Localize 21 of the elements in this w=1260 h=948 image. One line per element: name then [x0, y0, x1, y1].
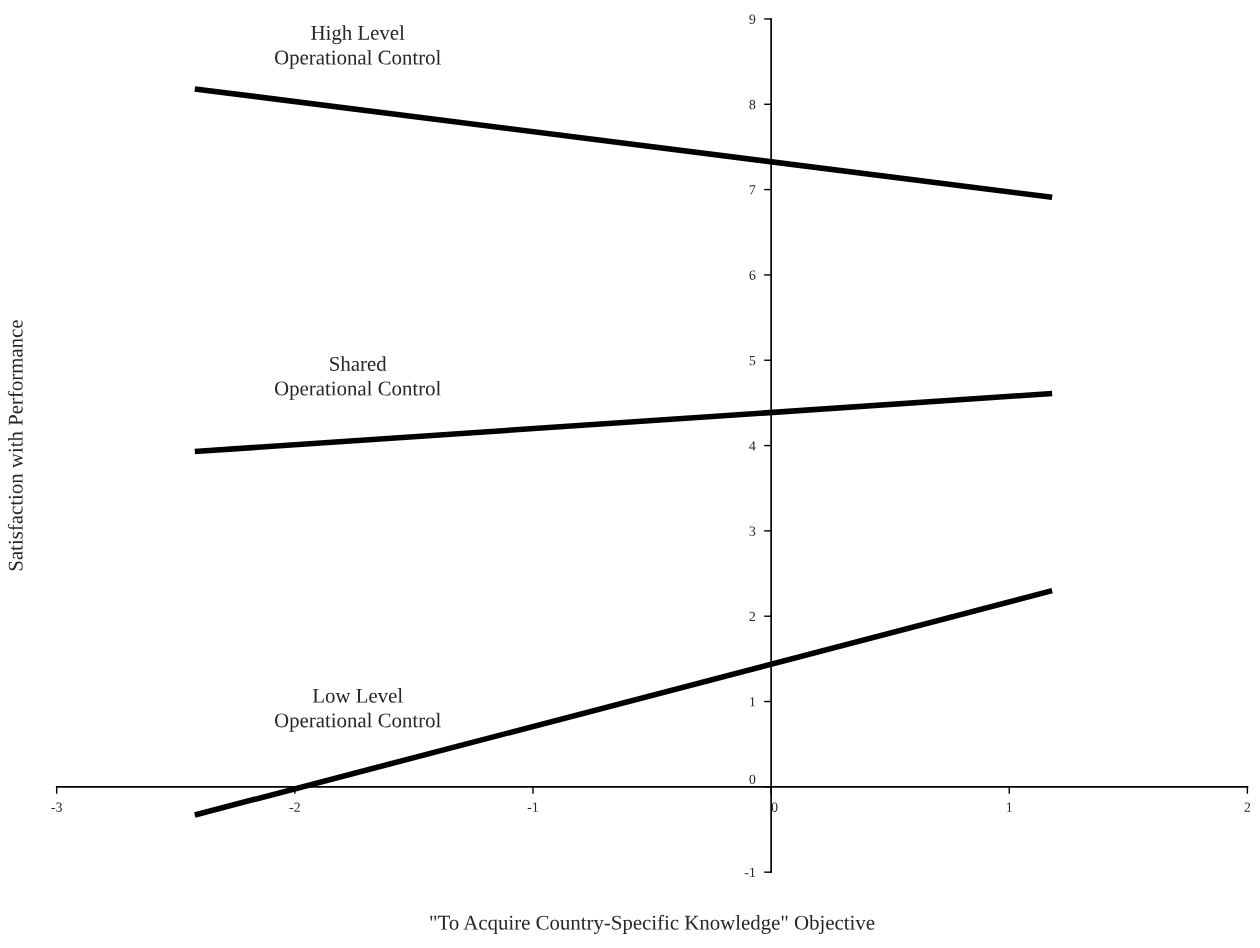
- y-tick-label: 9: [749, 14, 756, 24]
- series-label: Low Level Operational Control: [274, 688, 441, 732]
- series-label: Shared Operational Control: [274, 356, 441, 400]
- y-tick-label: 0: [749, 774, 756, 785]
- x-tick-label: -3: [51, 802, 62, 812]
- y-tick-label: 2: [749, 611, 756, 622]
- y-tick-label: 7: [749, 185, 756, 195]
- y-tick-label: 4: [749, 441, 756, 451]
- y-tick-label: 6: [749, 270, 756, 280]
- y-tick-label: 1: [750, 697, 756, 707]
- y-tick-label: 3: [749, 526, 756, 536]
- series-label: High Level Operational Control: [274, 25, 441, 69]
- y-axis-title: Satisfaction with Performance: [7, 320, 23, 571]
- x-tick-label: 2: [1244, 802, 1251, 812]
- x-tick-label: 1: [1007, 802, 1012, 812]
- y-tick-label: 5: [749, 355, 756, 366]
- y-tick-label: -1: [744, 867, 756, 877]
- x-tick-label: -2: [289, 802, 300, 812]
- x-axis-title: "To Acquire Country-Specific Knowledge" Objective: [430, 914, 875, 934]
- x-tick-label: -1: [527, 802, 538, 812]
- y-tick-label: 8: [749, 99, 756, 110]
